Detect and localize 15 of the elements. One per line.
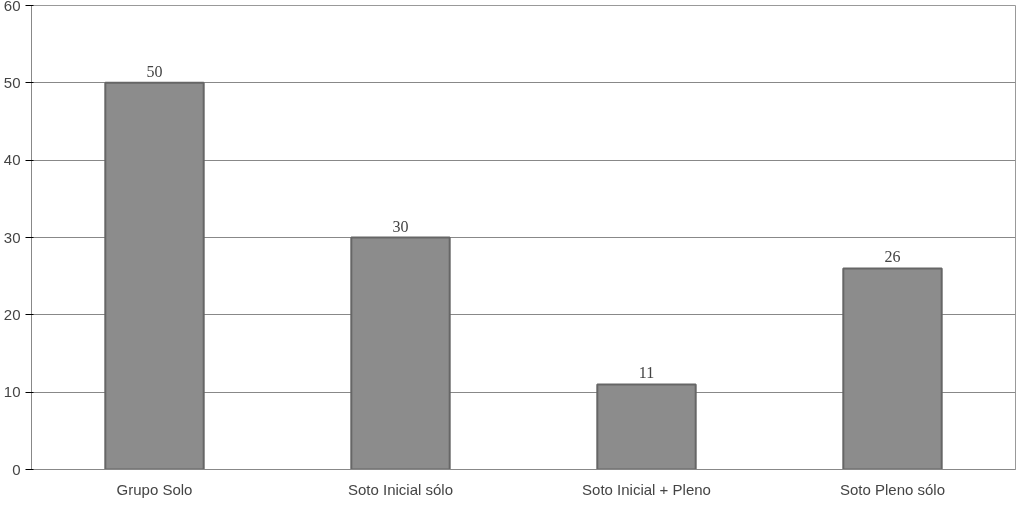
- y-tick-label: 10: [3, 383, 21, 401]
- data-label: 11: [638, 364, 655, 382]
- data-label: 26: [884, 248, 901, 266]
- y-tick-label: 50: [3, 73, 21, 91]
- x-tick-label: Soto Pleno sólo: [839, 480, 946, 498]
- y-tick-label: 0: [12, 460, 21, 478]
- data-label: 30: [392, 217, 409, 235]
- y-tick-label: 30: [3, 228, 21, 246]
- x-tick-label: Soto Inicial + Pleno: [582, 480, 711, 498]
- x-tick-label: Grupo Solo: [116, 480, 193, 498]
- x-tick-label: Soto Inicial sólo: [347, 480, 454, 498]
- y-tick-label: 60: [3, 0, 21, 14]
- y-tick-label: 40: [3, 151, 21, 169]
- y-tick-label: 20: [3, 305, 21, 323]
- data-label: 50: [146, 62, 163, 80]
